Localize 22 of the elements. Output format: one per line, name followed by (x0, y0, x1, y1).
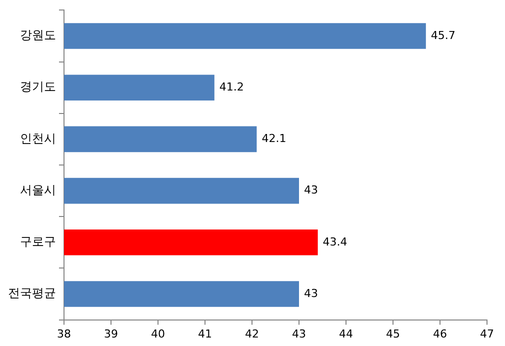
x-tick-label: 42 (245, 327, 259, 340)
y-tick-label: 전국평균 (8, 286, 56, 300)
x-tick-label: 43 (292, 327, 306, 340)
data-label: 41.2 (219, 80, 244, 94)
data-label: 43 (304, 286, 318, 300)
x-tick-label: 46 (433, 327, 447, 340)
x-tick-label: 45 (386, 327, 400, 340)
x-tick-label: 38 (57, 327, 71, 340)
y-tick-label: 서울시 (20, 182, 56, 197)
y-tick-label: 구로구 (20, 234, 56, 249)
y-tick-label: 강원도 (20, 28, 56, 42)
x-tick-label: 40 (151, 327, 165, 340)
data-label: 42.1 (262, 132, 286, 146)
data-label: 43.4 (322, 235, 348, 248)
x-tick-label: 44 (339, 327, 353, 340)
y-tick-label: 인천시 (20, 131, 56, 146)
data-label: 45.7 (430, 28, 456, 42)
x-tick-label: 39 (104, 327, 118, 340)
y-tick-label: 경기도 (20, 80, 56, 94)
x-tick-label: 47 (480, 327, 494, 340)
data-label: 43 (304, 184, 318, 197)
x-tick-label: 41 (198, 327, 212, 340)
